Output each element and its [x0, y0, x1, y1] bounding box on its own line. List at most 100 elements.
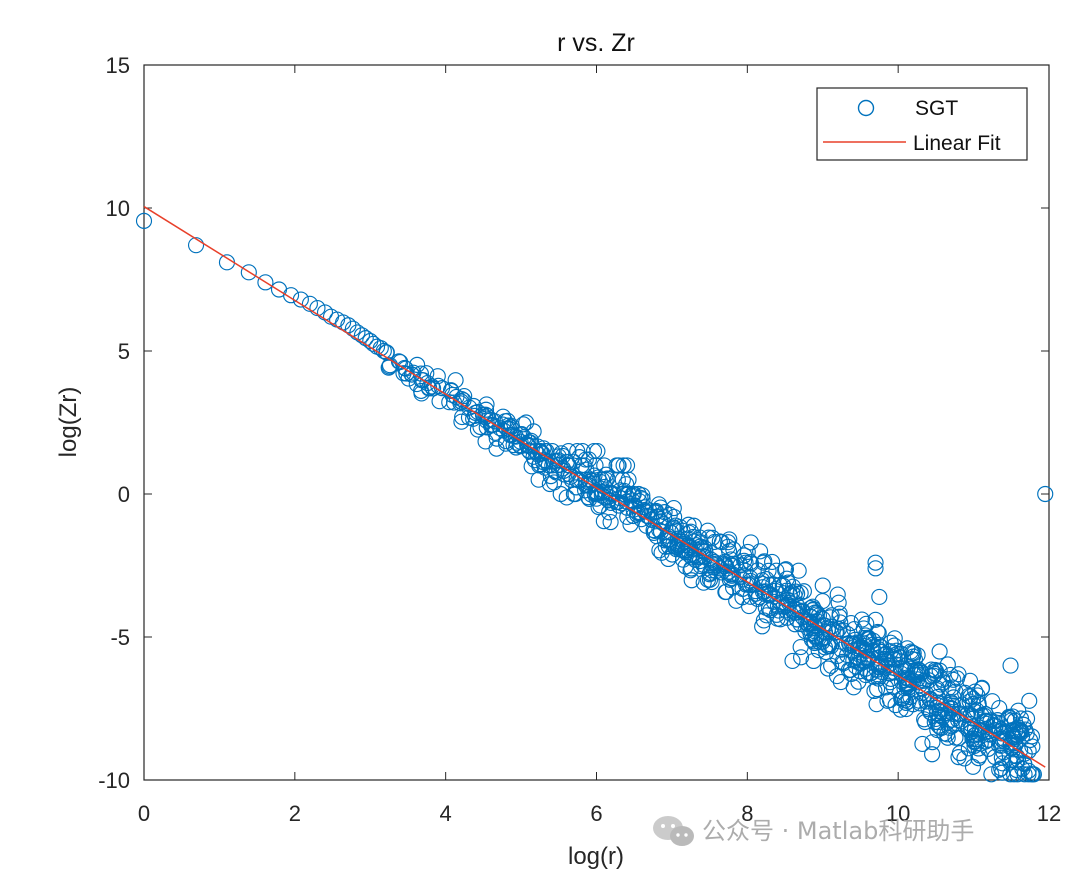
data-point: [924, 746, 941, 763]
data-point: [602, 494, 620, 511]
watermark-text: 公众号 · Matlab科研助手: [702, 817, 974, 845]
data-point: [792, 638, 809, 656]
data-point: [903, 650, 921, 668]
data-point: [677, 558, 694, 575]
data-point: [970, 740, 987, 757]
data-point: [806, 625, 823, 642]
data-point: [742, 534, 759, 551]
data-point: [740, 576, 757, 593]
data-point: [683, 572, 700, 589]
data-point: [736, 547, 753, 564]
data-point: [853, 611, 870, 628]
x-tick-label: 8: [741, 801, 753, 826]
legend-label-fit: Linear Fit: [913, 132, 1001, 155]
data-point: [519, 437, 536, 454]
data-point: [784, 652, 801, 670]
wechat-icon: [653, 816, 694, 846]
data-point: [602, 514, 619, 531]
data-point: [805, 652, 822, 670]
data-point: [624, 487, 641, 504]
data-point: [994, 764, 1011, 781]
data-point: [1037, 485, 1054, 503]
data-point: [1004, 752, 1021, 769]
data-point: [754, 618, 771, 635]
y-tick-label: 5: [118, 339, 130, 364]
data-point: [1015, 755, 1033, 772]
data-point: [1020, 766, 1037, 783]
x-tick-label: 2: [289, 801, 301, 826]
watermark: 公众号 · Matlab科研助手: [653, 816, 974, 846]
y-tick-label: -5: [110, 625, 130, 650]
data-point: [792, 615, 809, 633]
data-point: [931, 643, 948, 660]
x-axis: 0 2 4 6 8 10 12: [138, 65, 1061, 826]
data-point: [872, 657, 889, 674]
data-point: [594, 484, 611, 501]
data-point: [530, 446, 547, 463]
data-point: [795, 583, 812, 600]
data-point: [917, 713, 934, 731]
data-point: [922, 704, 939, 721]
data-point: [845, 679, 862, 696]
data-point: [1020, 762, 1037, 779]
data-point: [447, 372, 464, 389]
data-point: [956, 750, 973, 767]
data-point: [413, 382, 430, 399]
data-point: [541, 475, 558, 493]
data-point: [983, 766, 1000, 783]
data-point: [816, 623, 834, 641]
data-point: [609, 471, 626, 488]
data-point: [610, 457, 627, 474]
data-point: [768, 562, 785, 579]
data-point: [613, 495, 630, 512]
data-point: [882, 634, 899, 651]
data-point: [1013, 724, 1030, 741]
x-tick-label: 4: [440, 801, 452, 826]
data-point: [240, 264, 257, 281]
linear-fit-series: [143, 205, 1046, 768]
data-point: [669, 530, 687, 547]
legend: SGT Linear Fit: [816, 87, 1028, 161]
data-point: [478, 396, 495, 413]
sgt-points: [135, 212, 1054, 783]
data-point: [789, 585, 806, 602]
data-point: [939, 729, 956, 746]
data-point: [927, 710, 945, 728]
data-point: [1012, 710, 1030, 727]
data-point: [970, 726, 987, 743]
data-point: [914, 735, 931, 753]
data-point: [488, 440, 505, 457]
data-point: [1003, 740, 1020, 757]
y-axis: -10 -5 0 5 10 15: [98, 53, 1049, 793]
data-point: [497, 413, 514, 430]
data-point: [423, 378, 441, 395]
data-point: [588, 490, 605, 507]
data-point: [578, 461, 595, 478]
y-tick-label: 10: [106, 196, 130, 221]
data-point: [466, 407, 483, 424]
data-point: [966, 721, 984, 738]
data-point: [707, 555, 725, 572]
data-point: [888, 656, 905, 673]
data-point: [525, 423, 542, 440]
data-point: [886, 630, 903, 647]
data-point: [764, 553, 781, 571]
data-point: [571, 449, 588, 466]
data-point: [687, 551, 704, 569]
data-point: [742, 588, 759, 605]
data-point: [672, 519, 689, 536]
data-point: [792, 649, 810, 666]
data-point: [909, 661, 927, 678]
data-point: [1023, 766, 1040, 783]
data-point: [702, 564, 719, 581]
data-point: [531, 457, 548, 474]
data-point: [755, 612, 772, 629]
data-point: [991, 733, 1008, 750]
data-point: [870, 643, 888, 660]
linear-fit-line: [143, 205, 1046, 768]
data-point: [831, 608, 848, 625]
data-point: [425, 380, 442, 397]
data-point: [456, 387, 473, 405]
data-point: [936, 725, 953, 742]
